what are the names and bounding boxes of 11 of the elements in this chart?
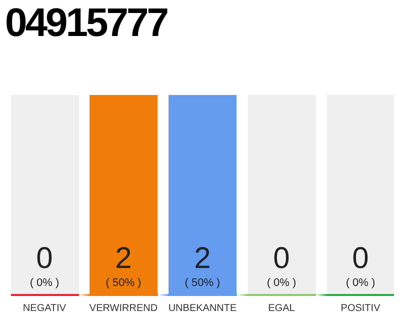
x-tick-label: EGAL <box>268 302 296 314</box>
data-label: 0 ( 0% ) <box>30 242 60 289</box>
data-label: 0 ( 0% ) <box>266 242 296 289</box>
x-tick-label: NEGATIV <box>22 302 66 314</box>
chart-title: 04915777 <box>5 0 167 46</box>
data-label: 2 ( 50% ) <box>106 242 142 289</box>
x-tick-label: VERWIRREND <box>89 302 158 314</box>
x-tick-label: POSITIV <box>340 302 381 314</box>
data-label: 2 ( 50% ) <box>184 242 220 289</box>
x-tick-label: UNBEKANNTE <box>168 302 237 314</box>
data-label: 0 ( 0% ) <box>346 242 376 289</box>
